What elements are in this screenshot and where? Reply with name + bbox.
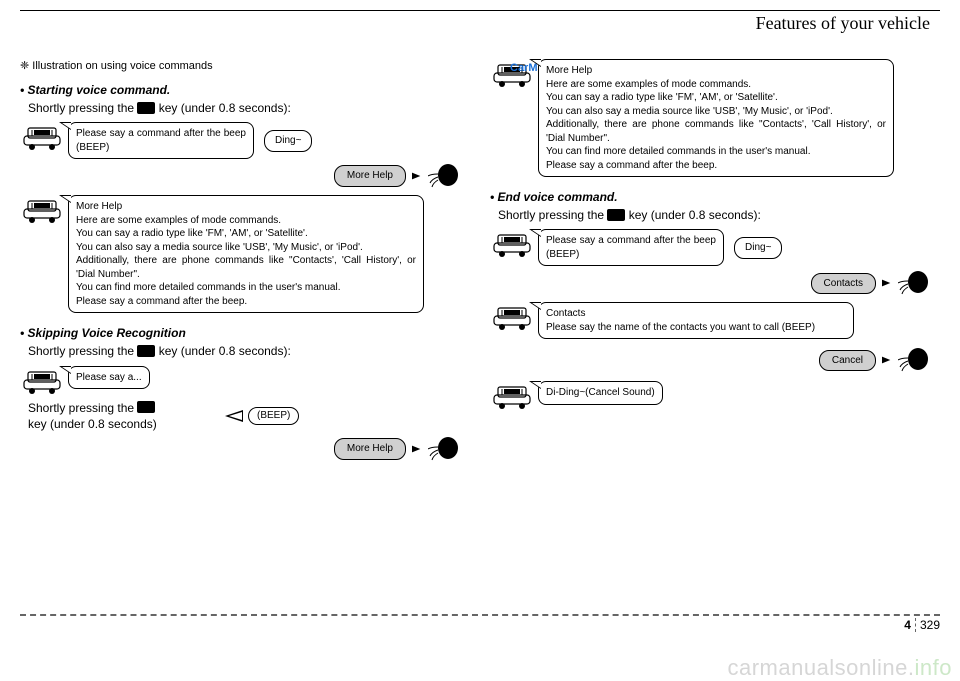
contacts-heading: Contacts <box>546 307 846 321</box>
page-footer: 4 329 <box>20 614 940 632</box>
arrow-right-icon <box>882 278 892 288</box>
end-instruction: Shortly pressing the key (under 0.8 seco… <box>498 207 930 223</box>
car-front-icon <box>20 197 64 225</box>
prompt-text: Please say a command after the beep (BEE… <box>546 235 716 260</box>
more-help-line: Here are some examples of mode commands. <box>76 214 416 228</box>
voice-key-icon <box>137 102 155 114</box>
ding-bubble: Ding~ <box>264 130 312 152</box>
arrow-right-icon <box>412 171 422 181</box>
watermark-text: carmanualsonline. <box>727 655 914 680</box>
watermark: carmanualsonline.info <box>727 655 952 681</box>
sub-b: key (under 0.8 seconds) <box>28 417 157 431</box>
sub-a: Shortly pressing the <box>28 401 137 415</box>
prompt-text: Please say a command after the beep (BEE… <box>76 128 246 153</box>
instr-text-2: key (under 0.8 seconds): <box>155 344 290 358</box>
more-help-line: You can also say a media source like 'US… <box>76 241 416 255</box>
more-help-heading: More Help <box>546 64 886 78</box>
speaking-head-icon <box>898 270 930 296</box>
car-front-icon <box>20 368 64 396</box>
more-help-line: Additionally, there are phone commands l… <box>76 254 416 281</box>
more-help-bubble-2: More Help Here are some examples of mode… <box>538 59 894 177</box>
prompt-bubble: Please say a command after the beep (BEE… <box>68 122 254 159</box>
cancel-sound-bubble: Di-Ding~(Cancel Sound) <box>538 381 663 405</box>
please-say-bubble: Please say a... <box>68 366 150 390</box>
skipping-instruction: Shortly pressing the key (under 0.8 seco… <box>28 343 460 359</box>
left-column: ❈ Illustration on using voice commands •… <box>20 59 460 468</box>
more-help-line: You can also say a media source like 'US… <box>546 105 886 119</box>
instr-text: Shortly pressing the <box>28 101 137 115</box>
car-front-icon <box>20 124 64 152</box>
car-front-icon <box>490 304 534 332</box>
speaking-head-icon <box>428 436 460 462</box>
instr-text-2: key (under 0.8 seconds): <box>625 208 760 222</box>
more-help-heading: More Help <box>76 200 416 214</box>
speaking-head-icon <box>428 163 460 189</box>
instr-text: Shortly pressing the <box>28 344 137 358</box>
more-help-line: You can find more detailed commands in t… <box>546 145 886 159</box>
pointer-left-icon <box>222 410 244 422</box>
car-front-icon <box>490 231 534 259</box>
page-number: 329 <box>920 618 940 632</box>
starting-voice-title: • Starting voice command. <box>20 82 460 98</box>
more-help-line: You can say a radio type like 'FM', 'AM'… <box>546 91 886 105</box>
more-help-button: More Help <box>334 438 406 460</box>
more-help-line: Additionally, there are phone commands l… <box>546 118 886 145</box>
voice-key-icon <box>137 401 155 413</box>
right-column: More Help Here are some examples of mode… <box>490 59 930 468</box>
more-help-line: Please say a command after the beep. <box>546 159 886 173</box>
voice-key-icon <box>607 209 625 221</box>
speaking-head-icon <box>898 347 930 373</box>
instr-text: Shortly pressing the <box>498 208 607 222</box>
press-key-instruction: Shortly pressing the key (under 0.8 seco… <box>28 400 218 432</box>
car-front-icon <box>490 383 534 411</box>
more-help-bubble: More Help Here are some examples of mode… <box>68 195 424 313</box>
more-help-line: Please say a command after the beep. <box>76 295 416 309</box>
arrow-right-icon <box>882 355 892 365</box>
please-say-text: Please say a... <box>76 372 142 383</box>
instr-text-2: key (under 0.8 seconds): <box>155 101 290 115</box>
watermark-info: info <box>915 655 952 680</box>
contacts-body: Please say the name of the contacts you … <box>546 321 846 335</box>
beep-tag: (BEEP) <box>248 407 299 425</box>
contacts-bubble: Contacts Please say the name of the cont… <box>538 302 854 339</box>
illustration-title: ❈ Illustration on using voice commands <box>20 59 460 74</box>
ding-bubble-2: Ding~ <box>734 237 782 259</box>
more-help-line: Here are some examples of mode commands. <box>546 78 886 92</box>
skipping-title: • Skipping Voice Recognition <box>20 325 460 341</box>
prompt-bubble-2: Please say a command after the beep (BEE… <box>538 229 724 266</box>
more-help-line: You can say a radio type like 'FM', 'AM'… <box>76 227 416 241</box>
starting-instruction: Shortly pressing the key (under 0.8 seco… <box>28 100 460 116</box>
more-help-button: More Help <box>334 165 406 187</box>
cancel-button: Cancel <box>819 350 876 372</box>
chapter-header: Features of your vehicle <box>20 10 940 34</box>
voice-key-icon <box>137 345 155 357</box>
more-help-line: You can find more detailed commands in t… <box>76 281 416 295</box>
cancel-sound-text: Di-Ding~(Cancel Sound) <box>546 387 655 398</box>
contacts-button: Contacts <box>811 273 876 295</box>
chapter-number: 4 <box>904 618 916 632</box>
arrow-right-icon <box>412 444 422 454</box>
end-voice-title: • End voice command. <box>490 189 930 205</box>
